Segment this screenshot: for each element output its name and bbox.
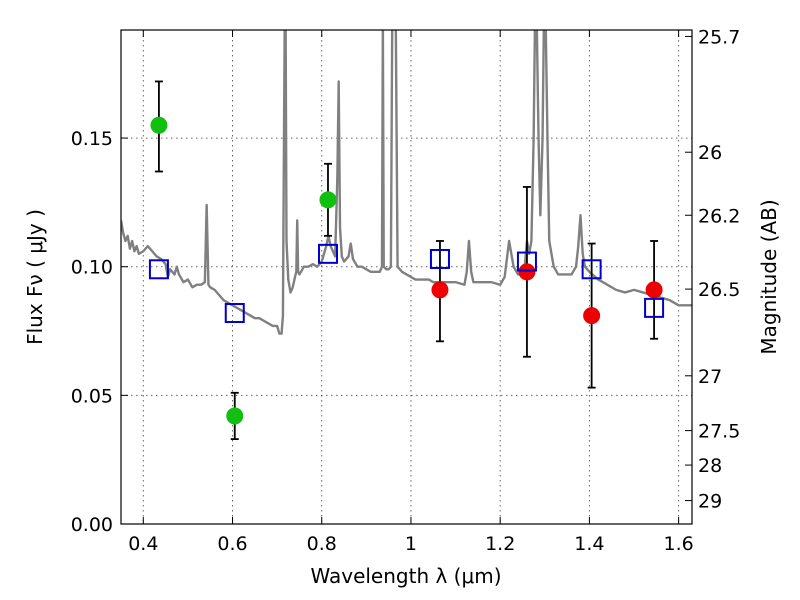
model-flux-square	[224, 303, 245, 324]
x-tick-label: 1	[405, 533, 417, 555]
y2-tick-label: 26	[698, 142, 722, 164]
x-tick-label: 0.8	[307, 533, 337, 555]
x-tick-label: 0.4	[128, 533, 158, 555]
x-tick-label: 1.2	[485, 533, 515, 555]
y2-axis-title: Magnitude (AB)	[757, 199, 781, 354]
axis-ticks	[121, 30, 692, 525]
photometry-point	[319, 191, 337, 209]
y2-tick-label: 27	[698, 366, 722, 388]
model-flux-square	[317, 243, 338, 264]
model-flux-square	[581, 259, 602, 280]
x-tick-label: 0.6	[217, 533, 247, 555]
grid	[121, 30, 692, 524]
photometry-point	[583, 307, 601, 325]
photometry-point	[431, 281, 449, 299]
spectrum-line	[121, 30, 692, 335]
y-axis-title: Flux Fν ( μJy )	[23, 209, 47, 345]
model-flux-square	[644, 297, 665, 318]
photometry-point	[645, 281, 663, 299]
tick-labels: 0.4 0.6 0.8 1 1.2 1.4 1.6 0.00 0.05 0.10 0.15 25.7 2…	[71, 26, 741, 555]
y2-tick-label: 26.5	[698, 279, 740, 301]
y-tick-label: 0.15	[71, 128, 113, 150]
model-flux-square	[516, 251, 537, 272]
y-tick-label: 0.10	[71, 257, 113, 279]
y2-tick-label: 29	[698, 491, 722, 513]
x-tick-label: 1.4	[574, 533, 604, 555]
y2-tick-label: 28	[698, 455, 722, 477]
x-tick-label: 1.6	[664, 533, 694, 555]
model-flux-square	[148, 259, 169, 280]
photometry-point	[150, 116, 168, 134]
y-tick-label: 0.00	[71, 514, 113, 536]
photometry-point	[226, 407, 244, 425]
y-tick-label: 0.05	[71, 385, 113, 407]
plot-frame	[120, 29, 693, 525]
y2-tick-label: 25.7	[698, 26, 740, 48]
marker-layer	[148, 116, 665, 425]
photometry-point	[518, 263, 536, 281]
y2-tick-label: 27.5	[698, 421, 740, 443]
x-axis-title: Wavelength λ (μm)	[310, 564, 501, 588]
model-flux-square	[429, 248, 450, 269]
spectrum-layer	[121, 30, 692, 335]
y2-tick-label: 26.2	[698, 205, 740, 227]
